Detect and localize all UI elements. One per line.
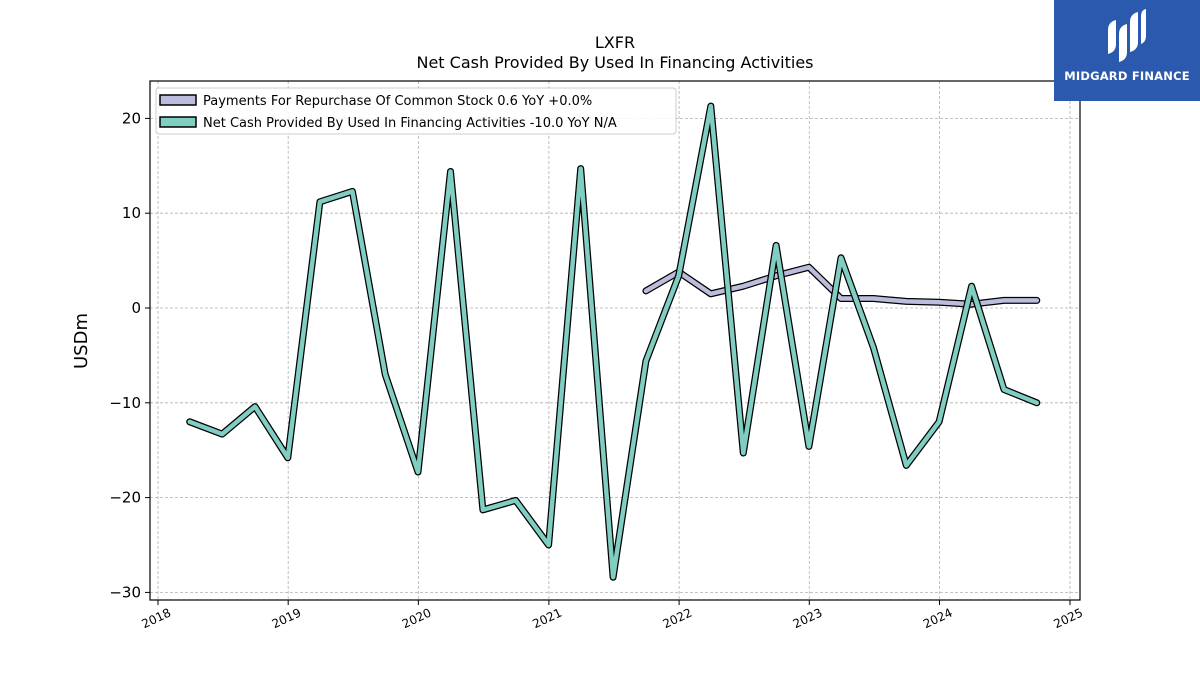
legend-label: Payments For Repurchase Of Common Stock … xyxy=(203,94,592,109)
legend-box xyxy=(155,87,677,135)
series-layer xyxy=(186,102,1041,581)
y-tick-label: 20 xyxy=(122,109,141,127)
x-tick-label: 2024 xyxy=(921,606,955,632)
x-tick-label: 2020 xyxy=(400,606,434,632)
series-line xyxy=(643,264,1040,307)
chart-subtitle: Net Cash Provided By Used In Financing A… xyxy=(416,53,813,72)
x-tick-label: 2022 xyxy=(661,606,695,632)
grid xyxy=(150,81,1080,600)
chart-title: LXFR xyxy=(595,33,635,52)
x-axis: 2018 2019 2020 2021 2022 2023 2024 2025 xyxy=(140,600,1086,632)
series-line xyxy=(187,103,1040,580)
series-1 xyxy=(642,263,1041,308)
y-tick-label: 0 xyxy=(131,299,141,317)
midgard-logo-icon xyxy=(1108,9,1146,62)
x-tick-label: 2023 xyxy=(791,606,825,632)
x-tick-label: 2021 xyxy=(530,606,564,632)
midgard-logo: MIDGARD FINANCE xyxy=(1054,0,1200,101)
legend: Payments For Repurchase Of Common Stock … xyxy=(155,87,677,135)
series-line-outline xyxy=(186,102,1041,581)
x-tick-label: 2019 xyxy=(270,606,304,632)
y-axis: −30 −20 −10 0 10 20 xyxy=(109,109,150,601)
legend-swatch xyxy=(159,116,197,128)
title-group: LXFR Net Cash Provided By Used In Financ… xyxy=(416,33,813,72)
y-tick-label: −30 xyxy=(109,583,141,601)
y-axis-label: USDm xyxy=(71,313,92,369)
x-tick-label: 2018 xyxy=(140,606,174,632)
y-tick-label: −10 xyxy=(109,394,141,412)
x-tick-label: 2025 xyxy=(1052,606,1086,632)
legend-swatch xyxy=(159,94,197,106)
y-tick-label: 10 xyxy=(122,204,141,222)
logo-text: MIDGARD FINANCE xyxy=(1064,69,1190,83)
plot-frame xyxy=(149,80,1081,601)
legend-label: Net Cash Provided By Used In Financing A… xyxy=(203,116,617,131)
series-2 xyxy=(186,102,1041,581)
y-tick-label: −20 xyxy=(109,489,141,507)
